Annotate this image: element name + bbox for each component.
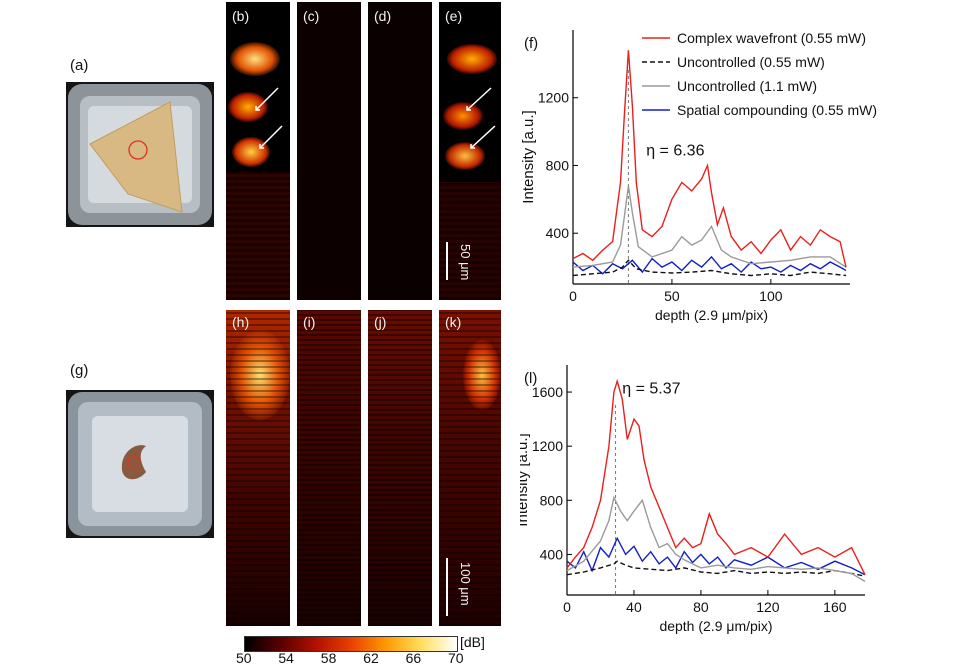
panel-label-e: (e) — [445, 8, 463, 24]
x-tick-label: 100 — [759, 288, 783, 304]
legend-entry-0: Complex wavefront (0.55 mW) — [677, 30, 866, 46]
oct-panel-b: (b) — [226, 2, 290, 300]
colorbar-tick-66: 66 — [405, 650, 422, 666]
panel-label-k: (k) — [445, 314, 462, 330]
colorbar-tick-58: 58 — [320, 650, 337, 666]
colorbar-tick-54: 54 — [278, 650, 294, 666]
scalebar-label-bottom: 100 μm — [458, 562, 473, 606]
x-tick-label: 0 — [563, 599, 571, 615]
series-line-0 — [572, 50, 847, 268]
x-axis-label: depth (2.9 μm/pix) — [655, 307, 768, 323]
colorbar-tick-70: 70 — [448, 650, 464, 666]
x-tick-label: 120 — [756, 599, 780, 615]
x-axis-label: depth (2.9 μm/pix) — [659, 618, 772, 634]
panel-label: (f) — [524, 35, 538, 52]
x-tick-label: 0 — [569, 288, 577, 304]
y-axis-label: Intensity [a.u.] — [520, 433, 531, 526]
photo-a-label: (a) — [70, 57, 89, 74]
oct-panel-i: (i) — [297, 310, 361, 626]
y-tick-label: 1200 — [532, 438, 563, 454]
series-line-2 — [566, 495, 866, 583]
sample-photo-g — [66, 390, 214, 538]
x-tick-label: 160 — [823, 599, 847, 615]
oct-panel-k: (k) 100 μm — [439, 310, 501, 626]
colorbar-unit: [dB] — [460, 634, 485, 650]
panel-label-c: (c) — [303, 8, 320, 24]
colorbar — [244, 636, 458, 652]
panel-label-i: (i) — [303, 314, 316, 330]
oct-panel-d: (d) — [368, 2, 432, 300]
series-line-1 — [572, 259, 847, 277]
y-axis-label: Intensity [a.u.] — [520, 110, 537, 203]
panel-label-d: (d) — [374, 8, 392, 24]
y-tick-label: 1200 — [538, 90, 569, 106]
panel-label-h: (h) — [232, 314, 250, 330]
eta-annotation: η = 5.37 — [622, 380, 680, 397]
oct-panel-e: (e) 50 μm — [439, 2, 501, 300]
oct-panel-c: (c) — [297, 2, 361, 300]
colorbar-tick-50: 50 — [236, 650, 252, 666]
legend-entry-3: Spatial compounding (0.55 mW) — [677, 102, 877, 118]
series-line-0 — [566, 378, 866, 576]
x-tick-label: 80 — [693, 599, 709, 615]
y-tick-label: 1600 — [532, 384, 563, 400]
oct-panel-j: (j) — [368, 310, 432, 626]
panel-label: (l) — [524, 370, 537, 387]
y-tick-label: 800 — [540, 492, 564, 508]
series-line-2 — [572, 185, 847, 268]
panel-label-j: (j) — [374, 314, 387, 330]
eta-annotation: η = 6.36 — [646, 142, 704, 159]
sample-photo-a — [66, 82, 214, 227]
series-line-3 — [566, 536, 866, 576]
oct-panel-h: (h) — [226, 310, 290, 626]
x-tick-label: 50 — [664, 288, 680, 304]
legend-entry-2: Uncontrolled (1.1 mW) — [677, 78, 817, 94]
chart-l: 0 40 80 120 160 400 800 1200 1600 depth (2.9 μm/p… — [520, 365, 866, 634]
colorbar-tick-62: 62 — [363, 650, 379, 666]
scalebar-label-top: 50 μm — [458, 244, 473, 281]
y-tick-label: 400 — [540, 546, 564, 562]
photo-g-label: (g) — [70, 362, 89, 379]
y-tick-label: 800 — [546, 157, 570, 173]
series-line-1 — [566, 560, 866, 577]
legend-entry-1: Uncontrolled (0.55 mW) — [677, 54, 825, 70]
x-tick-label: 40 — [626, 599, 642, 615]
series-line-3 — [572, 255, 847, 275]
panel-label-b: (b) — [232, 8, 250, 24]
y-tick-label: 400 — [546, 225, 570, 241]
chart-f: 0 50 100 400 800 1200 depth (2.9 μm/pix) Intens… — [520, 30, 877, 323]
